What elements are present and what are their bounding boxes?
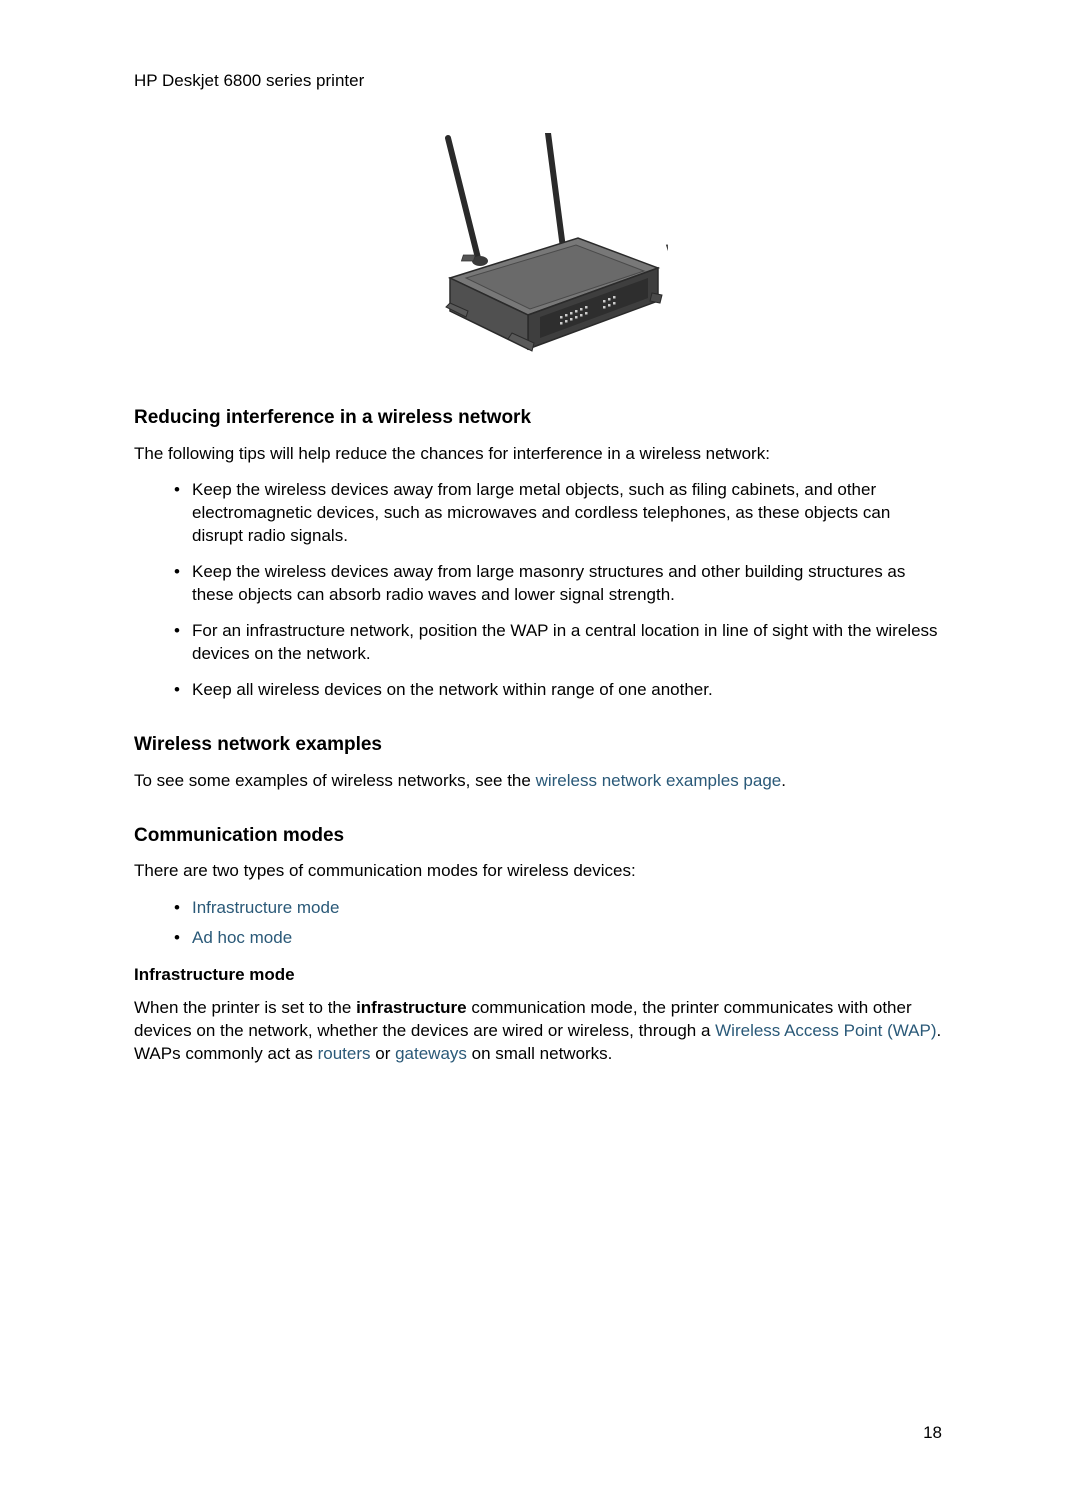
page-number: 18 xyxy=(923,1422,942,1445)
text-span: on small networks. xyxy=(467,1044,613,1063)
bold-text: infrastructure xyxy=(356,998,467,1017)
interference-tips-list: Keep the wireless devices away from larg… xyxy=(174,479,942,702)
text-span: . xyxy=(781,771,786,790)
router-illustration xyxy=(134,133,942,370)
document-header: HP Deskjet 6800 series printer xyxy=(134,70,942,93)
paragraph-infrastructure: When the printer is set to the infrastru… xyxy=(134,997,942,1066)
heading-modes: Communication modes xyxy=(134,823,942,849)
text-span: or xyxy=(371,1044,396,1063)
link-routers[interactable]: routers xyxy=(318,1044,371,1063)
heading-interference: Reducing interference in a wireless netw… xyxy=(134,405,942,431)
list-item: Infrastructure mode xyxy=(174,897,942,920)
modes-list: Infrastructure mode Ad hoc mode xyxy=(174,897,942,950)
list-item: Keep the wireless devices away from larg… xyxy=(174,479,942,548)
heading-examples: Wireless network examples xyxy=(134,732,942,758)
link-infrastructure-mode[interactable]: Infrastructure mode xyxy=(192,898,339,917)
paragraph-examples: To see some examples of wireless network… xyxy=(134,770,942,793)
link-wap[interactable]: Wireless Access Point (WAP) xyxy=(715,1021,936,1040)
text-span: To see some examples of wireless network… xyxy=(134,771,536,790)
router-icon xyxy=(408,133,668,363)
heading-infrastructure-mode: Infrastructure mode xyxy=(134,964,942,987)
text-span: When the printer is set to the xyxy=(134,998,356,1017)
list-item: Keep all wireless devices on the network… xyxy=(174,679,942,702)
list-item: Keep the wireless devices away from larg… xyxy=(174,561,942,607)
link-wireless-examples[interactable]: wireless network examples page xyxy=(536,771,782,790)
link-gateways[interactable]: gateways xyxy=(395,1044,467,1063)
list-item: Ad hoc mode xyxy=(174,927,942,950)
link-adhoc-mode[interactable]: Ad hoc mode xyxy=(192,928,292,947)
paragraph-interference-intro: The following tips will help reduce the … xyxy=(134,443,942,466)
list-item: For an infrastructure network, position … xyxy=(174,620,942,666)
paragraph-modes-intro: There are two types of communication mod… xyxy=(134,860,942,883)
